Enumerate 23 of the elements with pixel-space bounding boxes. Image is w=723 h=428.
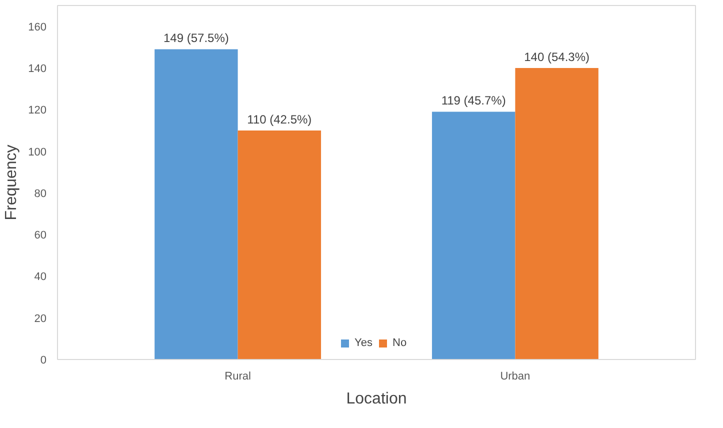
data-label: 149 (57.5%) xyxy=(164,31,229,46)
legend-label: No xyxy=(392,337,408,349)
y-tick-label: 0 xyxy=(40,354,47,366)
legend-label: Yes xyxy=(354,337,374,349)
data-label: 110 (42.5%) xyxy=(247,112,312,126)
bar xyxy=(154,49,238,360)
y-tick-label: 20 xyxy=(34,312,47,325)
y-tick-label: 60 xyxy=(34,230,47,242)
data-label: 140 (54.3%) xyxy=(524,50,590,64)
y-tick-label: 140 xyxy=(28,62,47,75)
y-tick-label: 120 xyxy=(28,104,47,117)
x-tick-label: Urban xyxy=(500,370,530,382)
bar xyxy=(515,68,598,360)
y-axis-title: Frequency xyxy=(3,144,20,220)
y-tick-label: 80 xyxy=(34,188,47,200)
x-axis-title: Location xyxy=(346,390,407,408)
y-tick-label: 40 xyxy=(34,271,47,284)
bar xyxy=(432,112,516,360)
y-tick-label: 160 xyxy=(28,21,47,34)
y-tick-label: 100 xyxy=(28,146,47,158)
bar xyxy=(238,130,322,360)
data-label: 119 (45.7%) xyxy=(441,94,506,108)
x-tick-label: Rural xyxy=(224,370,251,382)
